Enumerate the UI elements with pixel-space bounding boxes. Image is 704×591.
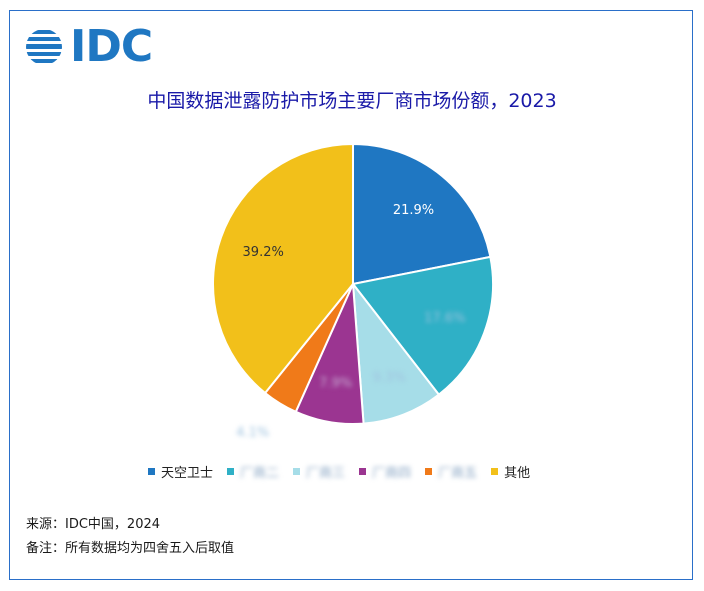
pie-slice-label-4: 7.9% bbox=[319, 376, 352, 391]
legend-label: 厂商五 bbox=[438, 466, 478, 481]
legend-swatch bbox=[227, 468, 235, 475]
pie-slice-label-1: 21.9% bbox=[393, 203, 434, 218]
legend-item-1: 天空卫士 bbox=[148, 462, 213, 481]
logo-text: IDC bbox=[70, 21, 153, 72]
legend-swatch bbox=[359, 468, 367, 475]
chart-legend: 天空卫士 厂商二 厂商三 厂商四 厂商五 其他 bbox=[148, 462, 544, 481]
pie-slice-3 bbox=[351, 280, 441, 425]
source-text: 来源：IDC中国，2024 bbox=[26, 517, 161, 532]
legend-item-6: 其他 bbox=[491, 462, 530, 481]
note-text: 备注：所有数据均为四舍五入后取值 bbox=[26, 541, 235, 556]
legend-label: 厂商三 bbox=[306, 466, 346, 481]
legend-item-5: 厂商五 bbox=[425, 462, 477, 481]
pie-slice-6 bbox=[212, 142, 354, 395]
pie-slice-1 bbox=[352, 142, 492, 286]
chart-title: 中国数据泄露防护市场主要厂商市场份额，2023 bbox=[147, 90, 557, 112]
idc-logo: IDC bbox=[24, 21, 153, 72]
legend-label: 厂商四 bbox=[372, 466, 412, 481]
pie-slice-label-5: 4.1% bbox=[236, 425, 269, 440]
pie-slice-label-3: 9.3% bbox=[373, 371, 406, 386]
legend-swatch bbox=[425, 468, 433, 475]
idc-globe-icon bbox=[26, 30, 62, 63]
legend-item-3: 厂商三 bbox=[293, 462, 345, 481]
legend-label: 厂商二 bbox=[240, 466, 280, 481]
legend-swatch bbox=[491, 468, 499, 475]
legend-label: 其他 bbox=[504, 466, 531, 481]
pie-slice-label-2: 17.6% bbox=[424, 311, 465, 326]
legend-swatch bbox=[148, 468, 155, 475]
legend-item-2: 厂商二 bbox=[227, 462, 279, 481]
legend-item-4: 厂商四 bbox=[359, 462, 411, 481]
pie-slice-label-6: 39.2% bbox=[243, 245, 284, 260]
legend-label: 天空卫士 bbox=[161, 466, 214, 481]
pie-slice-2 bbox=[351, 255, 494, 397]
legend-swatch bbox=[293, 468, 301, 475]
